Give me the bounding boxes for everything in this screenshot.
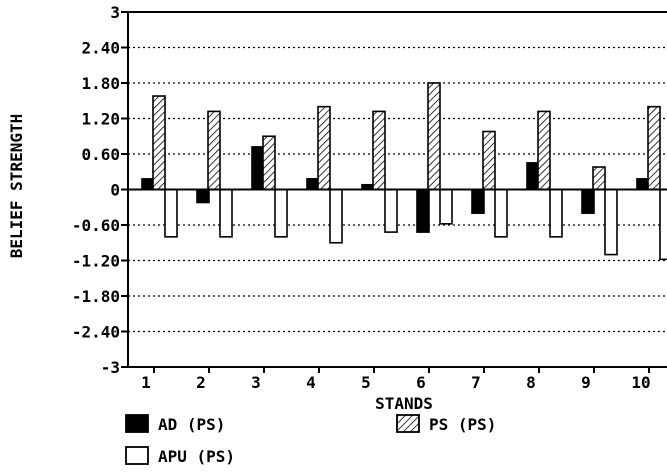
y-tick-label: 1.80: [81, 74, 120, 93]
bar-hollow-5: [384, 188, 398, 233]
bar-hollow-4: [329, 188, 343, 244]
bar-hatched-3: [262, 135, 276, 191]
bar-hatched-2: [207, 110, 221, 191]
y-tick-label: -1.20: [72, 252, 120, 271]
x-tick-label: 5: [361, 373, 371, 392]
bar-hatched-8: [537, 110, 551, 191]
y-tick-label: -0.60: [72, 216, 120, 235]
bar-solid-1: [141, 178, 155, 191]
y-tick-label: 0.60: [81, 145, 120, 164]
bar-hatched-5: [372, 110, 386, 191]
bar-hollow-8: [549, 188, 563, 238]
legend: AD (PS) PS (PS) APU (PS): [125, 414, 496, 466]
bar-hatched-10: [647, 105, 661, 191]
y-axis-title: BELIEF STRENGTH: [7, 114, 26, 259]
legend-swatch-solid: [125, 414, 149, 433]
legend-swatch-hollow: [125, 446, 149, 465]
x-tick-labels: 1 2 3 4 5 6 7 8 9 10: [141, 373, 650, 392]
bar-hollow-9: [604, 188, 618, 256]
y-tick-label: 1.20: [81, 110, 120, 129]
bar-hollow-10: [659, 188, 667, 261]
axes: [121, 11, 667, 373]
bar-hollow-3: [274, 188, 288, 238]
y-tick-label: -2.40: [72, 323, 120, 342]
x-axis-title: STANDS: [375, 394, 433, 413]
bar-solid-7: [471, 188, 485, 214]
legend-swatch-hatched: [396, 414, 420, 433]
x-tick-label: 3: [251, 373, 261, 392]
x-tick-label: 8: [526, 373, 536, 392]
legend-label: APU (PS): [158, 447, 235, 466]
x-tick-label: 7: [471, 373, 481, 392]
y-tick-label: -3: [101, 358, 120, 377]
x-tick-label: 1: [141, 373, 151, 392]
bar-hatched-1: [152, 95, 166, 191]
bar-solid-2: [196, 188, 210, 204]
bar-hollow-1: [164, 188, 178, 238]
bar-hollow-7: [494, 188, 508, 238]
x-tick-label: 2: [196, 373, 206, 392]
bar-hollow-6: [439, 188, 453, 225]
bar-hatched-9: [592, 166, 606, 191]
y-tick-labels: 3 2.40 1.80 1.20 0.60 0 -0.60 -1.20 -1.80 -2.40 -3: [72, 3, 120, 377]
y-tick-label: 2.40: [81, 39, 120, 58]
legend-label: PS (PS): [429, 415, 496, 434]
y-tick-label: 0: [110, 181, 120, 200]
bar-hollow-2: [219, 188, 233, 238]
x-tick-label: 6: [416, 373, 426, 392]
x-tick-label: 10: [631, 373, 650, 392]
bar-solid-9: [581, 188, 595, 214]
bar-hatched-7: [482, 130, 496, 191]
bars: [141, 82, 667, 261]
y-tick-label: 3: [110, 3, 120, 22]
bar-hatched-6: [427, 82, 441, 191]
legend-label: AD (PS): [158, 415, 225, 434]
bar-solid-6: [416, 188, 430, 233]
x-tick-label: 9: [581, 373, 591, 392]
bar-hatched-4: [317, 105, 331, 191]
x-tick-label: 4: [306, 373, 316, 392]
y-tick-label: -1.80: [72, 287, 120, 306]
